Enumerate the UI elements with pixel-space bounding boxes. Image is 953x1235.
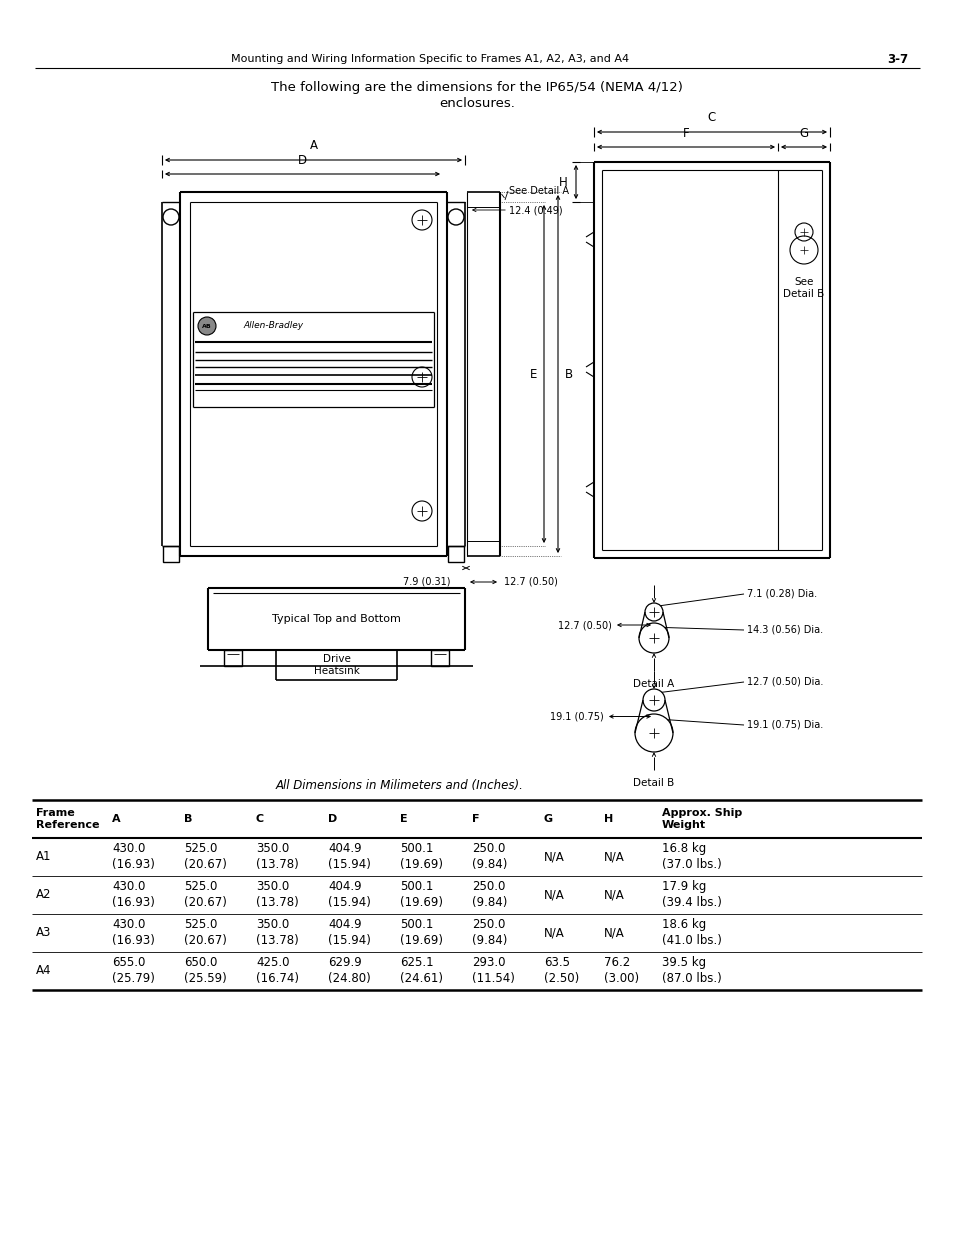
Text: 12.7 (0.50): 12.7 (0.50) xyxy=(558,620,612,630)
Text: 655.0
(25.79): 655.0 (25.79) xyxy=(112,956,154,986)
Text: 293.0
(11.54): 293.0 (11.54) xyxy=(472,956,515,986)
Text: 39.5 kg
(87.0 lbs.): 39.5 kg (87.0 lbs.) xyxy=(661,956,721,986)
Text: B: B xyxy=(184,814,193,824)
Text: See Detail A: See Detail A xyxy=(509,186,568,196)
Text: C: C xyxy=(255,814,264,824)
Text: H: H xyxy=(558,175,567,189)
Text: 404.9
(15.94): 404.9 (15.94) xyxy=(328,881,371,909)
Bar xyxy=(224,650,242,666)
Text: See
Detail B: See Detail B xyxy=(782,277,823,299)
Text: N/A: N/A xyxy=(603,926,624,940)
Text: 350.0
(13.78): 350.0 (13.78) xyxy=(255,919,298,947)
Text: 404.9
(15.94): 404.9 (15.94) xyxy=(328,842,371,872)
Text: B: B xyxy=(564,368,573,380)
Text: 12.4 (0.49): 12.4 (0.49) xyxy=(509,205,562,215)
Text: 250.0
(9.84): 250.0 (9.84) xyxy=(472,919,507,947)
Text: 525.0
(20.67): 525.0 (20.67) xyxy=(184,919,227,947)
Text: Approx. Ship
Weight: Approx. Ship Weight xyxy=(661,808,741,830)
Text: 500.1
(19.69): 500.1 (19.69) xyxy=(399,881,442,909)
Bar xyxy=(431,650,449,666)
Text: N/A: N/A xyxy=(603,851,624,863)
Text: N/A: N/A xyxy=(543,888,564,902)
Text: 430.0
(16.93): 430.0 (16.93) xyxy=(112,919,154,947)
Text: 350.0
(13.78): 350.0 (13.78) xyxy=(255,881,298,909)
Text: A: A xyxy=(309,140,317,152)
Text: 17.9 kg
(39.4 lbs.): 17.9 kg (39.4 lbs.) xyxy=(661,881,721,909)
Text: 7.9 (0.31): 7.9 (0.31) xyxy=(403,577,451,587)
Text: G: G xyxy=(799,127,808,140)
Text: G: G xyxy=(543,814,553,824)
Text: Frame
Reference: Frame Reference xyxy=(36,808,99,830)
Text: A1: A1 xyxy=(36,851,51,863)
Text: 19.1 (0.75) Dia.: 19.1 (0.75) Dia. xyxy=(746,720,822,730)
Text: F: F xyxy=(682,127,689,140)
Text: 625.1
(24.61): 625.1 (24.61) xyxy=(399,956,442,986)
Text: 14.3 (0.56) Dia.: 14.3 (0.56) Dia. xyxy=(746,625,822,635)
Text: Drive
Heatsink: Drive Heatsink xyxy=(314,655,359,676)
Text: The following are the dimensions for the IP65/54 (NEMA 4/12): The following are the dimensions for the… xyxy=(271,80,682,94)
Text: 7.1 (0.28) Dia.: 7.1 (0.28) Dia. xyxy=(746,589,817,599)
Text: 404.9
(15.94): 404.9 (15.94) xyxy=(328,919,371,947)
Text: D: D xyxy=(297,154,307,167)
Text: 500.1
(19.69): 500.1 (19.69) xyxy=(399,842,442,872)
Text: 16.8 kg
(37.0 lbs.): 16.8 kg (37.0 lbs.) xyxy=(661,842,721,872)
Text: 425.0
(16.74): 425.0 (16.74) xyxy=(255,956,298,986)
Text: All Dimensions in Milimeters and (Inches).: All Dimensions in Milimeters and (Inches… xyxy=(275,779,523,793)
Text: 430.0
(16.93): 430.0 (16.93) xyxy=(112,881,154,909)
Text: H: H xyxy=(603,814,613,824)
Text: 525.0
(20.67): 525.0 (20.67) xyxy=(184,881,227,909)
Text: E: E xyxy=(399,814,407,824)
Text: 3-7: 3-7 xyxy=(886,53,907,65)
Text: 63.5
(2.50): 63.5 (2.50) xyxy=(543,956,578,986)
Text: AB: AB xyxy=(202,324,212,329)
Text: D: D xyxy=(328,814,337,824)
Text: 350.0
(13.78): 350.0 (13.78) xyxy=(255,842,298,872)
Text: 650.0
(25.59): 650.0 (25.59) xyxy=(184,956,227,986)
Text: 12.7 (0.50): 12.7 (0.50) xyxy=(503,577,558,587)
Circle shape xyxy=(198,317,215,335)
Text: N/A: N/A xyxy=(603,888,624,902)
Text: F: F xyxy=(472,814,479,824)
Text: 12.7 (0.50) Dia.: 12.7 (0.50) Dia. xyxy=(746,677,822,687)
Text: A3: A3 xyxy=(36,926,51,940)
Text: E: E xyxy=(529,368,537,380)
Text: C: C xyxy=(707,111,716,124)
Text: 76.2
(3.00): 76.2 (3.00) xyxy=(603,956,639,986)
Text: Typical Top and Bottom: Typical Top and Bottom xyxy=(272,614,400,624)
Text: Detail B: Detail B xyxy=(633,778,674,788)
Text: Mounting and Wiring Information Specific to Frames A1, A2, A3, and A4: Mounting and Wiring Information Specific… xyxy=(231,54,628,64)
Text: enclosures.: enclosures. xyxy=(438,96,515,110)
Text: 629.9
(24.80): 629.9 (24.80) xyxy=(328,956,371,986)
Text: N/A: N/A xyxy=(543,926,564,940)
Text: 430.0
(16.93): 430.0 (16.93) xyxy=(112,842,154,872)
Text: Allen-Bradley: Allen-Bradley xyxy=(243,321,303,331)
Text: A4: A4 xyxy=(36,965,51,977)
Text: 250.0
(9.84): 250.0 (9.84) xyxy=(472,842,507,872)
Text: 250.0
(9.84): 250.0 (9.84) xyxy=(472,881,507,909)
Text: Detail A: Detail A xyxy=(633,679,674,689)
Text: 525.0
(20.67): 525.0 (20.67) xyxy=(184,842,227,872)
Text: 19.1 (0.75): 19.1 (0.75) xyxy=(550,711,603,721)
Text: N/A: N/A xyxy=(543,851,564,863)
Text: 18.6 kg
(41.0 lbs.): 18.6 kg (41.0 lbs.) xyxy=(661,919,721,947)
Text: A: A xyxy=(112,814,120,824)
Text: 500.1
(19.69): 500.1 (19.69) xyxy=(399,919,442,947)
Text: A2: A2 xyxy=(36,888,51,902)
